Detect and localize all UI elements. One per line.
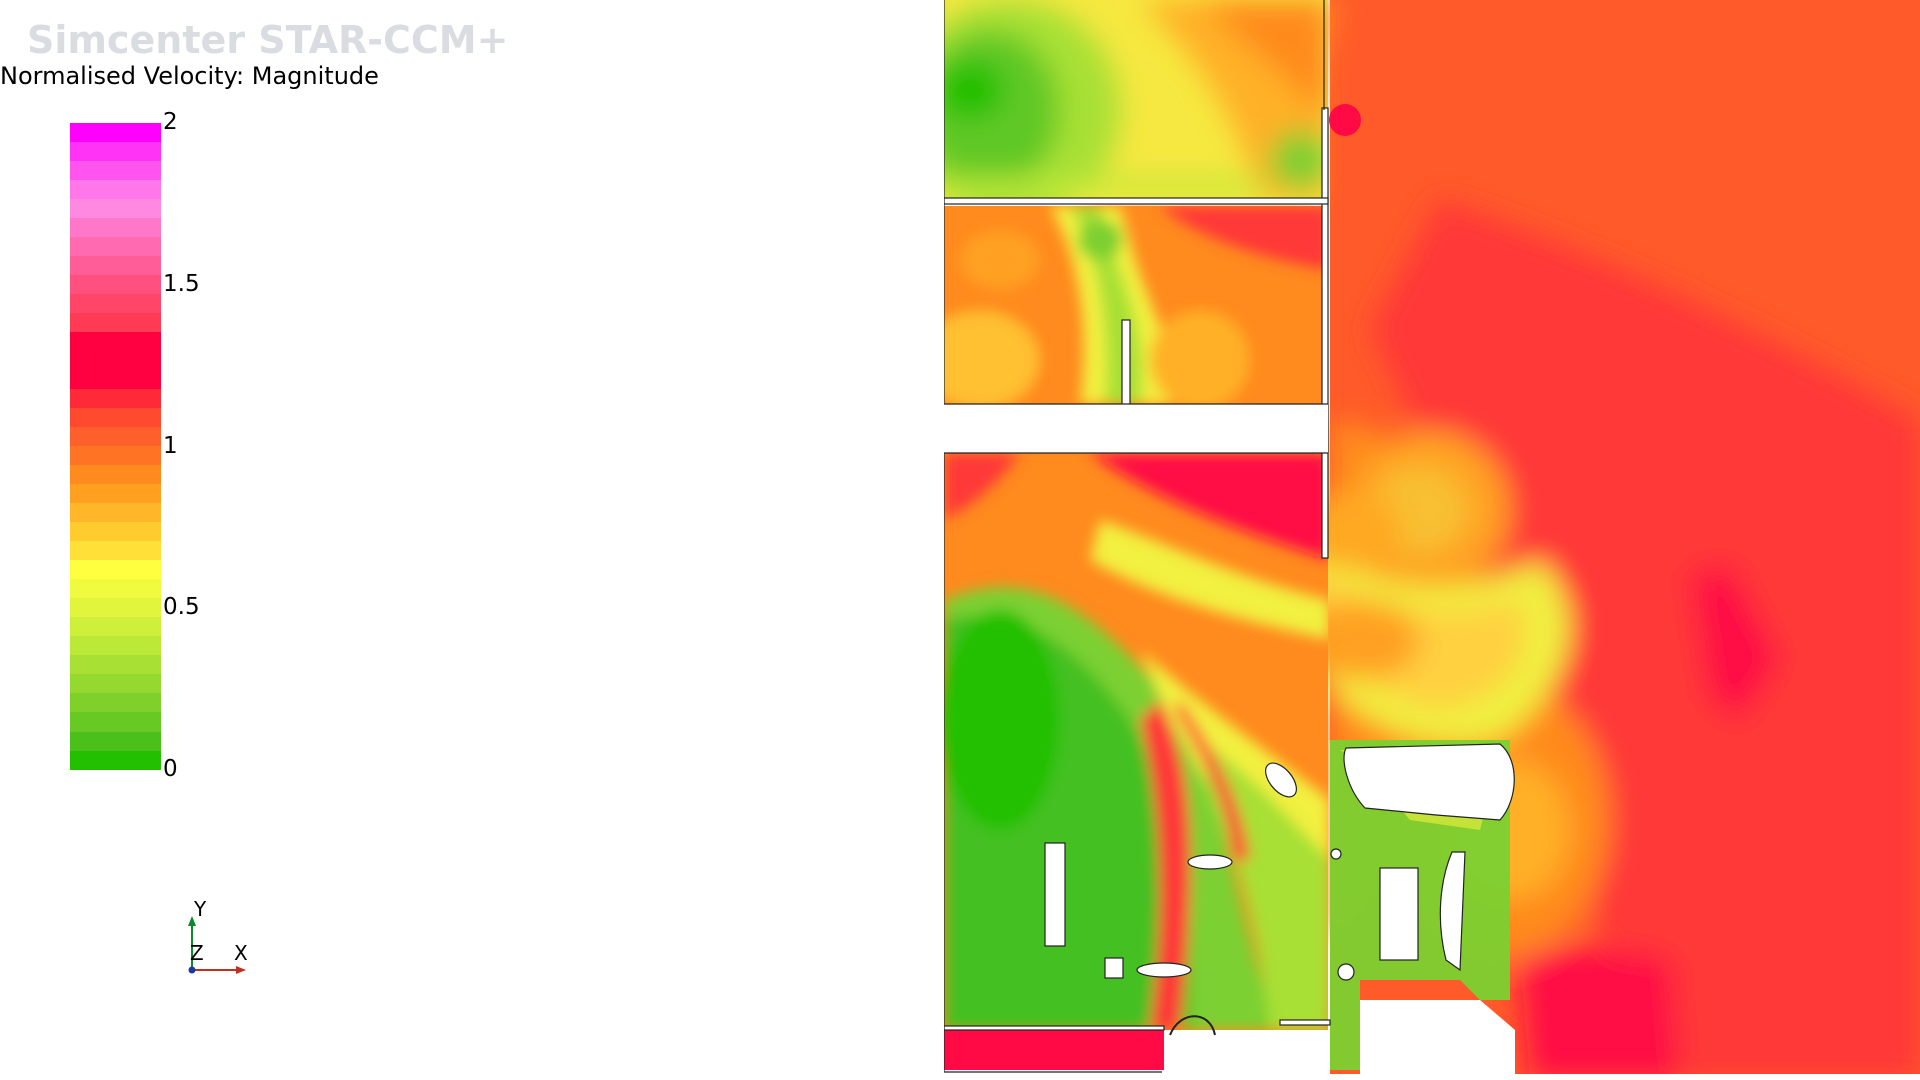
corridor-gap (944, 404, 1328, 453)
scalar-bar-band (70, 370, 161, 390)
scalar-bar-band (70, 522, 161, 542)
scalar-bar-band (70, 294, 161, 314)
orientation-triad[interactable]: Y Z X (160, 900, 280, 990)
x-axis-arrow-icon (236, 966, 246, 974)
bottom-strip-field (944, 1030, 1164, 1070)
scalar-bar-band (70, 617, 161, 637)
cfd-scene-viewport[interactable] (940, 0, 1920, 1080)
scalar-bar-band (70, 389, 161, 409)
scalar-bar-band (70, 180, 161, 200)
scalar-bar-band (70, 332, 161, 352)
scalar-bar-band (70, 237, 161, 257)
scalar-bar-band (70, 579, 161, 599)
scalar-bar-tick-label: 0.5 (163, 594, 200, 621)
scalar-bar-band (70, 503, 161, 523)
scalar-bar-band (70, 465, 161, 485)
bottom-shelf (1279, 1019, 1331, 1026)
ellipse-obstacle-mid (1187, 854, 1233, 870)
scalar-bar-title: Normalised Velocity: Magnitude (0, 62, 379, 90)
small-circle-obstacle (1330, 848, 1342, 860)
scalar-bar-tick-label: 2 (163, 109, 178, 135)
scalar-bar-band (70, 313, 161, 333)
app-brand-logo: Simcenter STAR-CCM+ (27, 18, 509, 62)
scalar-bar-band (70, 598, 161, 618)
scalar-bar-band (70, 446, 161, 466)
bottom-divider-wall (943, 1025, 1165, 1031)
scalar-bar-band (70, 199, 161, 219)
scalar-bar-tick-label: 0 (163, 756, 178, 782)
scalar-bar-band (70, 427, 161, 447)
bottom-cavity-void (1360, 1000, 1515, 1075)
arch-obstacle (1169, 1015, 1216, 1036)
scalar-bar-band (70, 161, 161, 181)
scalar-bar[interactable] (70, 123, 161, 770)
scalar-bar-band (70, 750, 161, 770)
scalar-bar-tick-label: 1.5 (163, 270, 200, 297)
scalar-bar-band (70, 351, 161, 371)
scalar-bar-band (70, 541, 161, 561)
curved-obstacle (1439, 851, 1466, 972)
scene-bottom-margin (940, 1074, 1920, 1080)
tilted-ellipse-obstacle (1265, 762, 1297, 798)
axis-label-z: Z (190, 941, 204, 965)
scalar-bar-band (70, 693, 161, 713)
scalar-bar-band (70, 218, 161, 238)
scalar-bar-tick-label: 1 (163, 432, 178, 459)
upper-divider-wall (943, 197, 1329, 205)
scalar-bar-band (70, 256, 161, 276)
middle-post (1121, 319, 1131, 406)
rectangular-obstacle (1379, 867, 1419, 961)
scalar-bar-band (70, 123, 161, 143)
scalar-bar-band (70, 275, 161, 295)
scalar-bar-band (70, 484, 161, 504)
ellipse-obstacle-low (1136, 962, 1192, 978)
axis-label-x: X (234, 941, 248, 965)
vertical-baffle (1321, 107, 1329, 559)
axis-label-y: Y (193, 900, 207, 921)
small-square-obstacle (1104, 957, 1124, 979)
large-obstacle-top (1343, 743, 1515, 821)
upper-room-field (944, 0, 1328, 200)
scalar-bar-band (70, 142, 161, 162)
middle-room-field (944, 206, 1328, 404)
scalar-bar-band (70, 712, 161, 732)
scalar-bar-band (70, 408, 161, 428)
scalar-bar-band (70, 674, 161, 694)
y-axis-arrow-icon (188, 916, 196, 926)
z-axis-dot-icon (188, 966, 196, 974)
lower-room-field (944, 453, 1328, 1030)
scalar-bar-band (70, 636, 161, 656)
geometry-obstacles (943, 107, 1515, 1075)
circle-obstacle (1337, 963, 1355, 981)
scene-left-margin (940, 0, 944, 1080)
scalar-bar-band (70, 560, 161, 580)
scalar-bar-band (70, 731, 161, 751)
scalar-bar-band (70, 655, 161, 675)
left-rectangle-obstacle (1044, 842, 1066, 947)
